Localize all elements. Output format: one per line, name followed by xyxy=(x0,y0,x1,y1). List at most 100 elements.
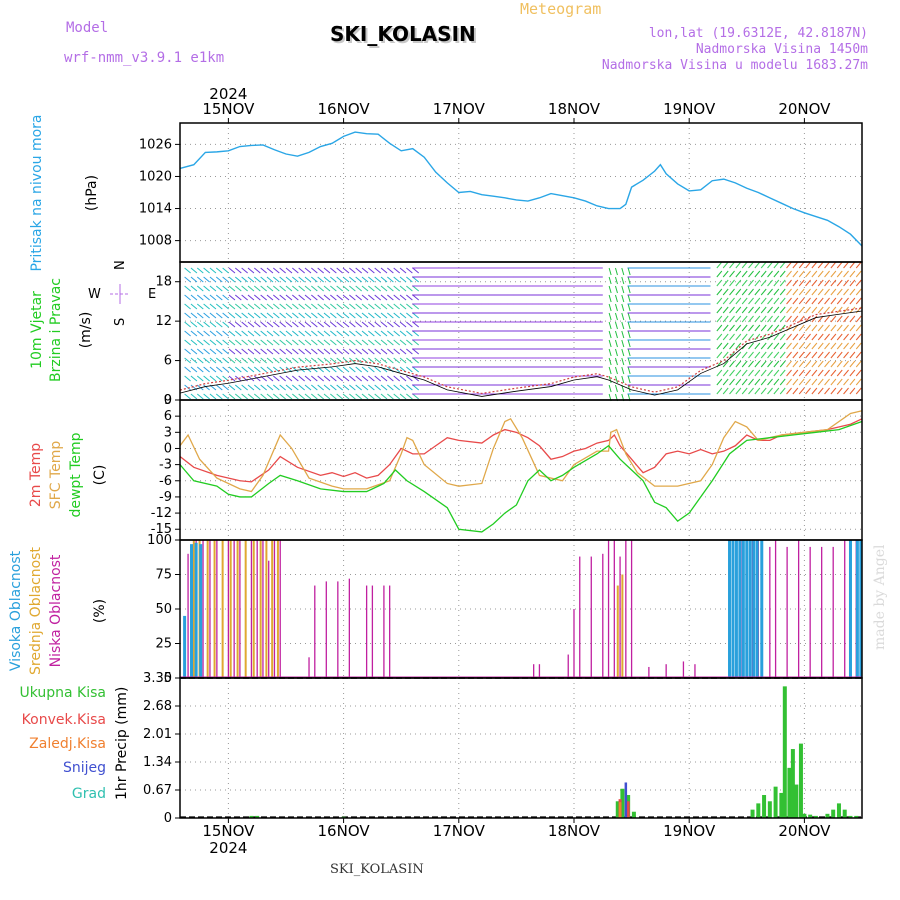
wind-arrow xyxy=(830,324,837,332)
wind-arrow xyxy=(298,312,305,319)
wind-arrow xyxy=(779,324,786,332)
wind-arrow xyxy=(824,351,830,359)
wind-vector-field xyxy=(184,261,862,402)
wind-arrow xyxy=(241,294,248,301)
wind-arrow xyxy=(741,261,748,269)
wind-arrow xyxy=(272,330,280,337)
wind-arrow xyxy=(621,339,625,348)
wind-arrow xyxy=(621,357,625,366)
wind-arrow xyxy=(368,339,375,346)
wind-arrow xyxy=(614,303,618,312)
wind-arrow xyxy=(849,279,856,287)
meteogram-label: Meteogram xyxy=(520,0,602,18)
wind-arrow xyxy=(184,303,191,310)
precip-bar xyxy=(249,815,254,818)
wind-arrow xyxy=(222,312,229,319)
wind-arrow xyxy=(317,321,324,328)
cloud-bar xyxy=(533,664,535,678)
wind-arrow xyxy=(608,339,612,348)
wind-arrow xyxy=(608,375,612,384)
wind-arrow xyxy=(241,348,248,355)
wind-arrow xyxy=(393,285,401,292)
wind-arrow xyxy=(311,366,318,373)
wind-arrow xyxy=(849,387,856,395)
wind-arrow xyxy=(374,330,382,337)
wind-arrow xyxy=(234,393,242,400)
wind-arrow xyxy=(247,375,255,382)
wind-arrow xyxy=(773,387,780,395)
wind-arrow xyxy=(228,366,236,373)
wind-arrow xyxy=(855,387,862,395)
wind-arrow xyxy=(614,384,618,393)
wind-arrow xyxy=(323,375,331,382)
wind-arrow xyxy=(387,384,394,391)
wind-arrow xyxy=(323,294,331,301)
cloud-bar xyxy=(694,664,696,678)
cloud-bar xyxy=(199,544,203,678)
wind-arrow xyxy=(729,297,735,305)
top-year-label: 2024 xyxy=(209,85,247,103)
wind-arrow xyxy=(209,321,217,328)
wind-arrow xyxy=(849,261,856,269)
wind-arrow xyxy=(621,312,625,321)
wind-arrow xyxy=(349,393,356,400)
wind-arrow xyxy=(786,387,792,395)
wind-arrow xyxy=(298,348,305,355)
wind-arrow xyxy=(779,369,786,377)
wind-arrow xyxy=(266,303,274,310)
wind-arrow xyxy=(805,333,811,341)
wind-arrow xyxy=(855,360,862,368)
wind-arrow xyxy=(203,267,210,274)
wind-arrow xyxy=(342,393,350,400)
wind-arrow xyxy=(824,369,830,377)
wind-arrow xyxy=(184,348,191,355)
cloud-bar xyxy=(769,546,771,678)
wind-arrow xyxy=(266,276,274,283)
wind-arrow xyxy=(247,357,255,364)
wind-arrow xyxy=(792,261,799,269)
wind-arrow xyxy=(241,357,248,364)
wind-arrow xyxy=(393,312,401,319)
wind-arrow xyxy=(627,321,631,330)
wind-arrow xyxy=(779,288,786,296)
wind-arrow xyxy=(412,285,420,292)
wind-arrow xyxy=(817,324,824,332)
wind-arrow xyxy=(843,306,849,314)
wind-arrow xyxy=(311,330,318,337)
wind-arrow xyxy=(849,360,856,368)
wind-arrow xyxy=(767,288,773,296)
wind-arrow xyxy=(817,288,824,296)
wind-arrow xyxy=(843,369,849,377)
precip-bar xyxy=(787,767,792,818)
wind-arrow xyxy=(266,348,274,355)
wind-arrow xyxy=(260,321,267,328)
wind-arrow xyxy=(330,330,337,337)
wind-arrow xyxy=(729,360,735,368)
wind-arrow xyxy=(260,294,267,301)
wind-arrow xyxy=(412,276,420,283)
wind-arrow xyxy=(355,330,363,337)
pressure-unit-label: (hPa) xyxy=(84,175,100,211)
wind-arrow xyxy=(792,333,799,341)
wind-arrow xyxy=(767,387,773,395)
wind-arrow xyxy=(621,267,625,276)
wind-arrow xyxy=(811,351,818,359)
wind-arrow xyxy=(279,312,286,319)
wind-arrow xyxy=(317,339,324,346)
wind-arrow xyxy=(272,285,280,292)
wind-arrow xyxy=(317,294,324,301)
compass-e-label: E xyxy=(148,287,156,302)
wind-arrow xyxy=(798,369,805,377)
wind-arrow xyxy=(824,270,830,278)
wind-arrow xyxy=(311,294,318,301)
cloud-bar xyxy=(848,540,852,678)
wind-arrow xyxy=(349,312,356,319)
precip-bar xyxy=(802,813,807,818)
cloud-bar xyxy=(648,666,650,678)
wind-arrow xyxy=(368,267,375,274)
wind-arrow xyxy=(298,321,305,328)
wind-arrow xyxy=(786,360,792,368)
precip-bar xyxy=(255,815,260,818)
wind-arrow xyxy=(722,387,729,395)
wind-arrow xyxy=(393,339,401,346)
